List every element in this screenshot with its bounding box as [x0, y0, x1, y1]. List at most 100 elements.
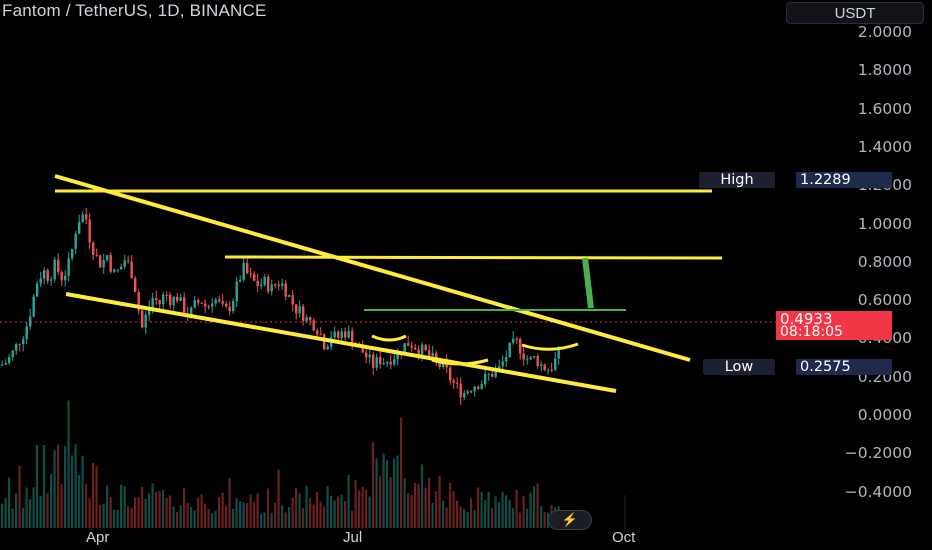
- volume-bar: [515, 489, 518, 528]
- volume-bar: [50, 473, 53, 528]
- volume-bar: [459, 506, 462, 528]
- volume-bar: [431, 502, 434, 528]
- volume-bar: [494, 496, 497, 528]
- candle-body: [106, 255, 109, 261]
- price-tick: −0.2000: [844, 444, 912, 463]
- volume-bar: [183, 488, 186, 528]
- candle-body: [267, 276, 270, 292]
- volume-bar: [512, 508, 515, 528]
- candle-body: [190, 307, 193, 317]
- low-value-tag: 0.2575: [796, 359, 892, 375]
- volume-bar: [256, 493, 259, 528]
- candle-body: [491, 373, 494, 377]
- volume-bar: [487, 491, 490, 528]
- volume-bar: [375, 458, 378, 528]
- target-horizontal-line[interactable]: [224, 255, 723, 260]
- volume-bar: [540, 506, 543, 528]
- candle-body: [501, 361, 504, 367]
- volume-bar: [522, 496, 525, 528]
- volume-bar: [242, 502, 245, 528]
- candle-body: [197, 300, 200, 303]
- volume-bar: [74, 444, 77, 528]
- currency-button[interactable]: USDT: [786, 2, 924, 24]
- volume-bar: [232, 508, 235, 528]
- volume-bar: [333, 500, 336, 528]
- price-tick: 1.0000: [857, 214, 912, 233]
- volume-bar: [312, 504, 315, 528]
- candle-body: [519, 338, 522, 354]
- candle-body: [18, 343, 21, 345]
- candle-body: [57, 259, 60, 272]
- volume-bar: [134, 497, 137, 528]
- cup-arc-right[interactable]: [521, 342, 579, 351]
- volume-bar: [326, 486, 329, 528]
- candle-body: [347, 330, 350, 338]
- volume-bar: [316, 491, 319, 528]
- candle-body: [533, 355, 536, 358]
- symbol-title[interactable]: Fantom / TetherUS, 1D, BINANCE: [2, 1, 267, 20]
- candle-body: [505, 357, 508, 362]
- volume-bar: [319, 501, 322, 528]
- candle-body: [284, 283, 287, 297]
- candle-body: [316, 330, 319, 335]
- candle-body: [368, 354, 371, 358]
- volume-bar: [109, 497, 112, 528]
- candle-body: [25, 326, 28, 340]
- volume-bar: [99, 504, 102, 528]
- price-tick: 1.6000: [857, 99, 912, 118]
- cup-arc-left[interactable]: [371, 334, 407, 342]
- candle-body: [242, 262, 245, 280]
- volume-bar: [393, 458, 396, 528]
- candle-body: [365, 352, 368, 358]
- candle-body: [417, 349, 420, 355]
- lightning-icon[interactable]: ⚡: [548, 510, 592, 530]
- top-trendline[interactable]: [54, 174, 691, 362]
- volume-bar: [277, 469, 280, 528]
- volume-bar: [501, 491, 504, 528]
- candle-body: [64, 275, 67, 281]
- candle-body: [305, 317, 308, 321]
- volume-bar: [11, 508, 14, 528]
- volume-bar: [148, 493, 151, 528]
- candle-body: [274, 284, 277, 286]
- candle-body: [183, 297, 186, 314]
- volume-bar: [179, 505, 182, 528]
- target-measure-line[interactable]: [582, 257, 594, 309]
- candle-body: [200, 302, 203, 304]
- volume-bar: [123, 486, 126, 528]
- candle-body: [32, 296, 35, 317]
- candle-body: [134, 278, 137, 293]
- volume-bar: [246, 502, 249, 528]
- candle-body: [228, 306, 231, 312]
- volume-bar: [106, 485, 109, 528]
- candle-body: [438, 360, 441, 368]
- cup-arc-middle[interactable]: [431, 358, 489, 366]
- volume-bar: [85, 483, 88, 528]
- volume-bar: [218, 497, 221, 528]
- candle-body: [319, 334, 322, 336]
- bottom-trendline[interactable]: [65, 292, 617, 393]
- volume-bar: [15, 493, 18, 528]
- candle-body: [550, 369, 553, 371]
- candle-body: [498, 366, 501, 370]
- candles: [1, 207, 560, 405]
- candle-body: [113, 269, 116, 272]
- candle-body: [431, 352, 434, 356]
- volume-bar: [155, 492, 158, 528]
- volume-bar: [200, 494, 203, 528]
- volume-bar: [403, 478, 406, 528]
- volume-bar: [64, 445, 67, 528]
- volume-bar: [95, 466, 98, 528]
- volume-bar: [323, 506, 326, 528]
- candle-body: [15, 343, 18, 351]
- volume-bar: [211, 513, 214, 528]
- last-price-tag: 0.4933: [776, 311, 892, 328]
- volume-bar: [249, 494, 252, 528]
- volume-bar: [116, 509, 119, 528]
- candle-body: [176, 296, 179, 301]
- candle-body: [494, 369, 497, 377]
- candle-body: [466, 391, 469, 394]
- volume-bar: [354, 479, 357, 528]
- candle-body: [232, 301, 235, 312]
